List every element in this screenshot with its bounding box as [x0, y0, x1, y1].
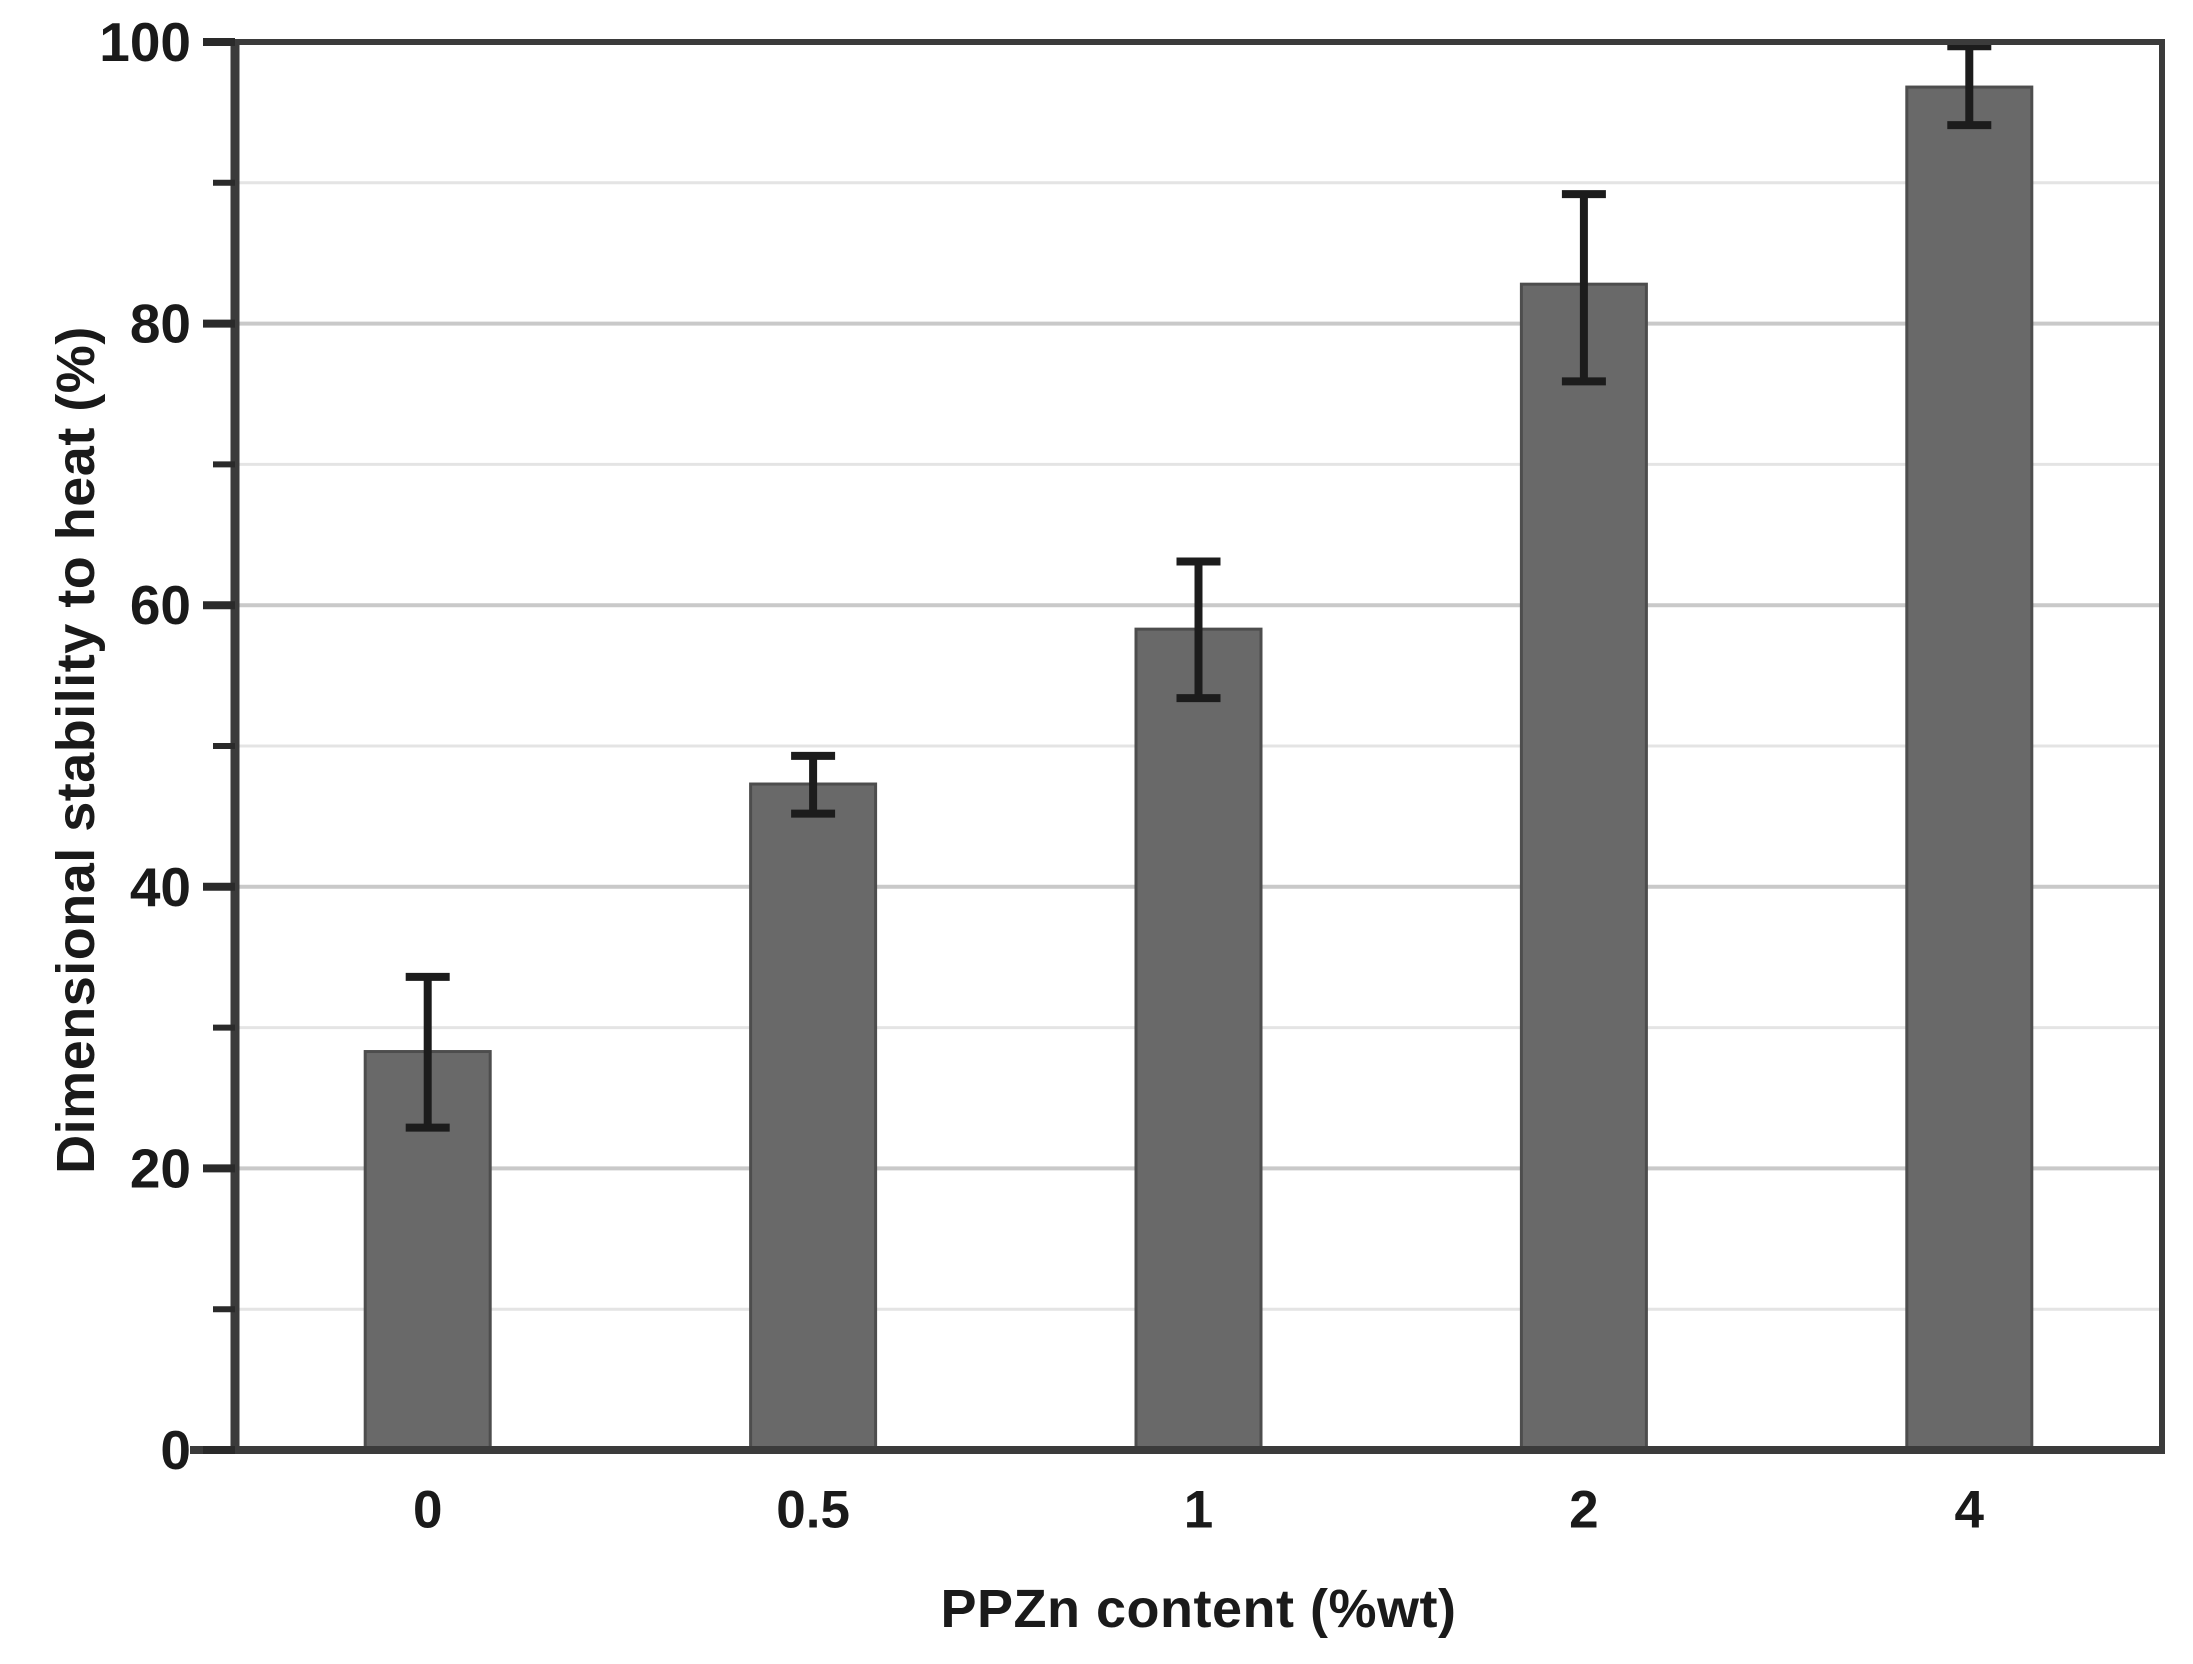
bar	[1134, 627, 1263, 1452]
y-tick-label: 60	[130, 574, 191, 636]
y-tick-label: 80	[130, 293, 191, 355]
y-tick-label: 0	[160, 1419, 191, 1481]
x-tick-label: 2	[1569, 1481, 1598, 1540]
x-tick-label: 0	[413, 1481, 442, 1540]
bar	[1905, 85, 2034, 1452]
x-axis-title: PPZn content (%wt)	[940, 1579, 1457, 1639]
bar	[749, 782, 878, 1452]
y-tick-label: 20	[130, 1137, 191, 1199]
y-tick-label: 40	[130, 856, 191, 918]
x-tick-label: 1	[1184, 1481, 1213, 1540]
bar	[1519, 282, 1648, 1452]
y-axis-title: Dimensional stability to heat (%)	[46, 326, 106, 1174]
x-tick-label: 4	[1955, 1481, 1985, 1540]
x-tick-label: 0.5	[776, 1481, 850, 1540]
y-tick-label: 100	[99, 11, 191, 73]
